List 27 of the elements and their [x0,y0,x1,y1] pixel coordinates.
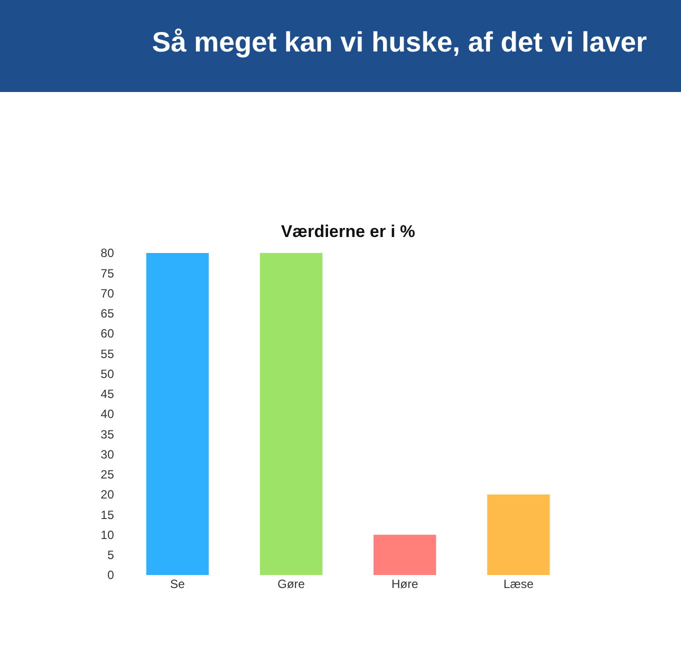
y-tick-label: 5 [107,548,114,562]
y-tick-label: 60 [100,326,114,341]
x-tick-label: Se [170,577,186,591]
y-tick-label: 70 [100,286,114,300]
y-tick-label: 35 [100,427,114,442]
x-tick-label: Gøre [278,577,306,591]
y-tick-label: 0 [107,568,114,582]
x-tick-label: Læse [503,577,534,591]
bar [487,494,550,575]
x-tick-label: Høre [391,577,418,591]
y-tick-label: 50 [100,366,114,381]
y-tick-label: 55 [100,346,114,361]
chart-subtitle: Værdierne er i % [281,222,416,241]
y-tick-label: 80 [100,246,114,260]
y-tick-label: 40 [100,407,114,422]
y-tick-label: 25 [100,468,114,482]
y-tick-label: 30 [100,447,114,462]
bar [146,253,209,575]
y-tick-label: 65 [100,306,114,321]
chart-title: Så meget kan vi huske, af det vi laver [152,26,648,58]
y-tick-label: 20 [100,488,114,502]
bar [260,253,322,575]
bar [374,534,436,575]
y-tick-label: 10 [100,528,114,542]
y-tick-label: 75 [100,266,114,280]
y-tick-label: 45 [100,387,114,402]
y-tick-label: 15 [100,508,114,522]
